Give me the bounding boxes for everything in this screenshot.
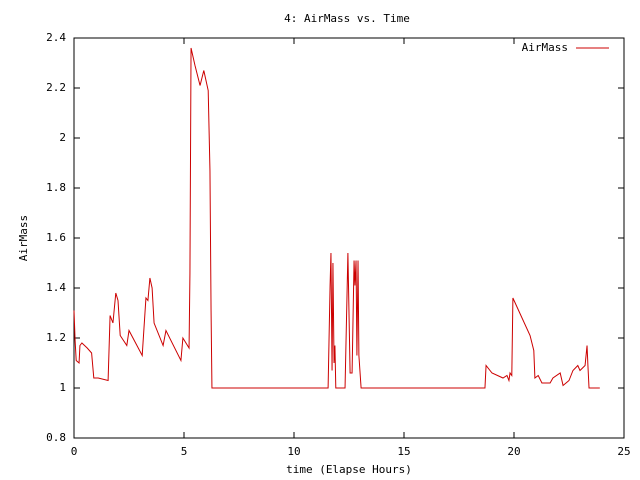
x-tick-label: 5 bbox=[181, 445, 188, 458]
x-tick-label: 10 bbox=[287, 445, 300, 458]
y-tick-label: 1.8 bbox=[46, 181, 66, 194]
y-tick-label: 2.2 bbox=[46, 81, 66, 94]
y-tick-label: 0.8 bbox=[46, 431, 66, 444]
x-tick-label: 15 bbox=[397, 445, 410, 458]
y-tick-label: 1.4 bbox=[46, 281, 66, 294]
legend-label: AirMass bbox=[522, 41, 568, 54]
y-tick-label: 2 bbox=[59, 131, 66, 144]
x-tick-label: 25 bbox=[617, 445, 630, 458]
data-line bbox=[73, 47, 600, 389]
y-axis-label: AirMass bbox=[17, 215, 30, 261]
y-tick-label: 1.6 bbox=[46, 231, 66, 244]
x-axis-label: time (Elapse Hours) bbox=[286, 463, 412, 476]
chart-title: 4: AirMass vs. Time bbox=[284, 12, 410, 25]
x-tick-label: 0 bbox=[71, 445, 78, 458]
y-tick-label: 1.2 bbox=[46, 331, 66, 344]
y-tick-label: 2.4 bbox=[46, 31, 66, 44]
x-tick-label: 20 bbox=[507, 445, 520, 458]
y-tick-label: 1 bbox=[59, 381, 66, 394]
